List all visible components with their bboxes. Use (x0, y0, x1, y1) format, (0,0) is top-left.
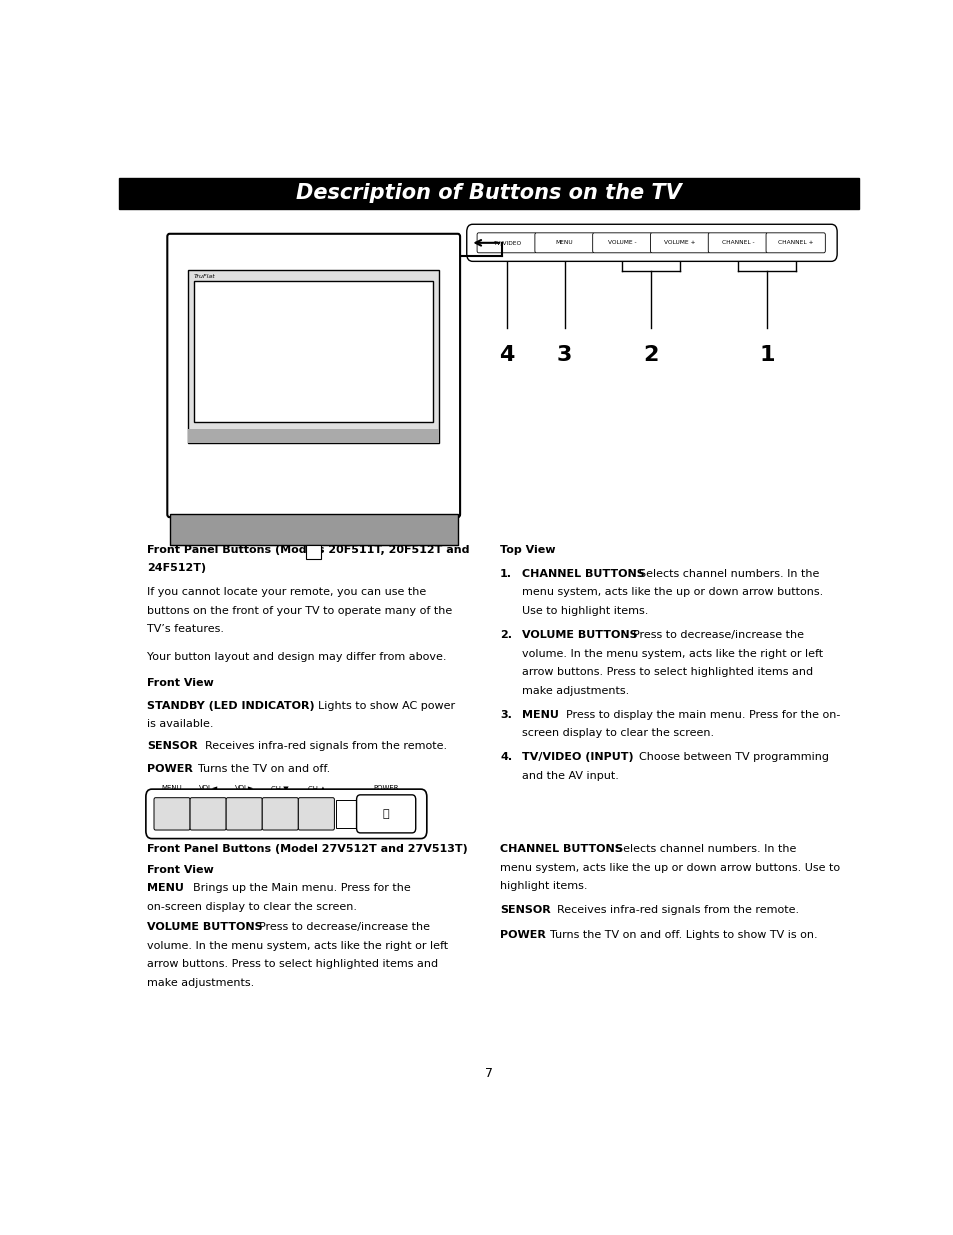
Text: POWER: POWER (147, 763, 193, 773)
Text: ⏻: ⏻ (382, 809, 389, 819)
Text: 1: 1 (759, 345, 774, 366)
FancyBboxPatch shape (226, 798, 262, 830)
Text: arrow buttons. Press to select highlighted items and: arrow buttons. Press to select highlight… (147, 960, 438, 969)
Text: volume. In the menu system, acts like the right or left: volume. In the menu system, acts like th… (147, 941, 448, 951)
Text: 4.: 4. (499, 752, 512, 762)
FancyBboxPatch shape (707, 233, 767, 253)
Text: menu system, acts like the up or down arrow buttons. Use to: menu system, acts like the up or down ar… (499, 863, 840, 873)
Text: Description of Buttons on the TV: Description of Buttons on the TV (295, 183, 681, 204)
Text: 4: 4 (498, 345, 514, 366)
Text: CHANNEL BUTTONS: CHANNEL BUTTONS (499, 845, 622, 855)
Text: SENSOR: SENSOR (499, 905, 550, 915)
Text: CH ▲: CH ▲ (307, 785, 325, 792)
Text: Turns the TV on and off.: Turns the TV on and off. (191, 763, 330, 773)
Text: Use to highlight items.: Use to highlight items. (521, 606, 648, 616)
Text: VOL◄: VOL◄ (198, 785, 217, 792)
Text: Front View buttons: Front View buttons (272, 527, 370, 537)
FancyBboxPatch shape (298, 798, 335, 830)
Text: STANDBY (LED INDICATOR): STANDBY (LED INDICATOR) (147, 700, 314, 710)
FancyBboxPatch shape (153, 798, 190, 830)
Text: menu system, acts like the up or down arrow buttons.: menu system, acts like the up or down ar… (521, 588, 822, 598)
Text: Selects channel numbers. In the: Selects channel numbers. In the (631, 569, 818, 579)
Bar (306, 545, 321, 559)
Bar (335, 799, 376, 829)
Text: highlight items.: highlight items. (499, 882, 587, 892)
Text: Choose between TV programming: Choose between TV programming (631, 752, 828, 762)
Text: buttons on the front of your TV to operate many of the: buttons on the front of your TV to opera… (147, 606, 452, 616)
Text: Brings up the Main menu. Press for the: Brings up the Main menu. Press for the (186, 883, 410, 893)
Text: Press to decrease/increase the: Press to decrease/increase the (625, 630, 802, 640)
Text: Your button layout and design may differ from above.: Your button layout and design may differ… (147, 652, 446, 662)
Text: TruFlat: TruFlat (193, 274, 215, 279)
Text: CHANNEL +: CHANNEL + (777, 241, 813, 246)
Text: MENU: MENU (521, 710, 558, 720)
Text: Turns the TV on and off. Lights to show TV is on.: Turns the TV on and off. Lights to show … (542, 930, 817, 940)
FancyBboxPatch shape (765, 233, 824, 253)
Text: TV/VIDEO (INPUT): TV/VIDEO (INPUT) (521, 752, 633, 762)
Text: make adjustments.: make adjustments. (521, 685, 629, 695)
Text: VOLUME BUTTONS: VOLUME BUTTONS (147, 923, 263, 932)
Text: 1.: 1. (499, 569, 512, 579)
Text: POWER: POWER (499, 930, 545, 940)
FancyBboxPatch shape (476, 233, 536, 253)
Text: Receives infra-red signals from the remote.: Receives infra-red signals from the remo… (198, 741, 447, 751)
Text: MENU: MENU (161, 785, 182, 792)
Text: 2.: 2. (499, 630, 512, 640)
Text: CHANNEL -: CHANNEL - (720, 241, 754, 246)
Text: Front View: Front View (147, 864, 213, 874)
Text: Front Panel Buttons (Model 27V512T and 27V513T): Front Panel Buttons (Model 27V512T and 2… (147, 845, 468, 855)
Bar (188, 429, 439, 443)
FancyBboxPatch shape (262, 798, 298, 830)
Text: Selects channel numbers. In the: Selects channel numbers. In the (609, 845, 796, 855)
Text: VOLUME -: VOLUME - (607, 241, 636, 246)
FancyBboxPatch shape (650, 233, 709, 253)
Text: CH ▼: CH ▼ (272, 785, 289, 792)
FancyBboxPatch shape (356, 795, 416, 832)
Text: make adjustments.: make adjustments. (147, 978, 254, 988)
Text: volume. In the menu system, acts like the right or left: volume. In the menu system, acts like th… (521, 648, 822, 658)
Bar (188, 270, 439, 443)
Text: 24F512T): 24F512T) (147, 563, 206, 573)
Text: MENU: MENU (556, 241, 573, 246)
Text: TV/VIDEO: TV/VIDEO (492, 241, 520, 246)
Text: Receives infra-red signals from the remote.: Receives infra-red signals from the remo… (550, 905, 799, 915)
Text: SENSOR: SENSOR (147, 741, 198, 751)
FancyBboxPatch shape (146, 789, 426, 839)
Text: Lights to show AC power: Lights to show AC power (311, 700, 456, 710)
Text: 7: 7 (484, 1067, 493, 1081)
Text: screen display to clear the screen.: screen display to clear the screen. (521, 729, 714, 739)
Text: POWER: POWER (373, 785, 398, 792)
Text: 3.: 3. (499, 710, 512, 720)
Bar (335, 799, 376, 829)
Text: 3: 3 (557, 345, 572, 366)
Text: VOLUME +: VOLUME + (663, 241, 695, 246)
Text: 2: 2 (643, 345, 659, 366)
Text: Press to decrease/increase the: Press to decrease/increase the (252, 923, 430, 932)
Bar (193, 282, 433, 422)
Text: is available.: is available. (147, 719, 213, 729)
Text: CHANNEL BUTTONS: CHANNEL BUTTONS (521, 569, 644, 579)
Text: MENU: MENU (147, 883, 184, 893)
Text: VOL►: VOL► (234, 785, 253, 792)
Text: arrow buttons. Press to select highlighted items and: arrow buttons. Press to select highlight… (521, 667, 813, 677)
Text: Press to display the main menu. Press for the on-: Press to display the main menu. Press fo… (558, 710, 840, 720)
Text: Front Panel Buttons (Models 20F511T, 20F512T and: Front Panel Buttons (Models 20F511T, 20F… (147, 545, 470, 555)
Text: on-screen display to clear the screen.: on-screen display to clear the screen. (147, 902, 357, 911)
FancyBboxPatch shape (466, 225, 837, 262)
Bar (170, 514, 457, 545)
Text: Front View: Front View (147, 678, 213, 688)
Bar (119, 178, 858, 209)
Text: Top View: Top View (499, 545, 555, 555)
FancyBboxPatch shape (535, 233, 594, 253)
FancyBboxPatch shape (167, 233, 459, 517)
FancyBboxPatch shape (190, 798, 226, 830)
Text: VOLUME BUTTONS: VOLUME BUTTONS (521, 630, 638, 640)
Text: and the AV input.: and the AV input. (521, 771, 618, 781)
FancyBboxPatch shape (592, 233, 651, 253)
Text: If you cannot locate your remote, you can use the: If you cannot locate your remote, you ca… (147, 588, 426, 598)
Text: TV’s features.: TV’s features. (147, 625, 224, 635)
